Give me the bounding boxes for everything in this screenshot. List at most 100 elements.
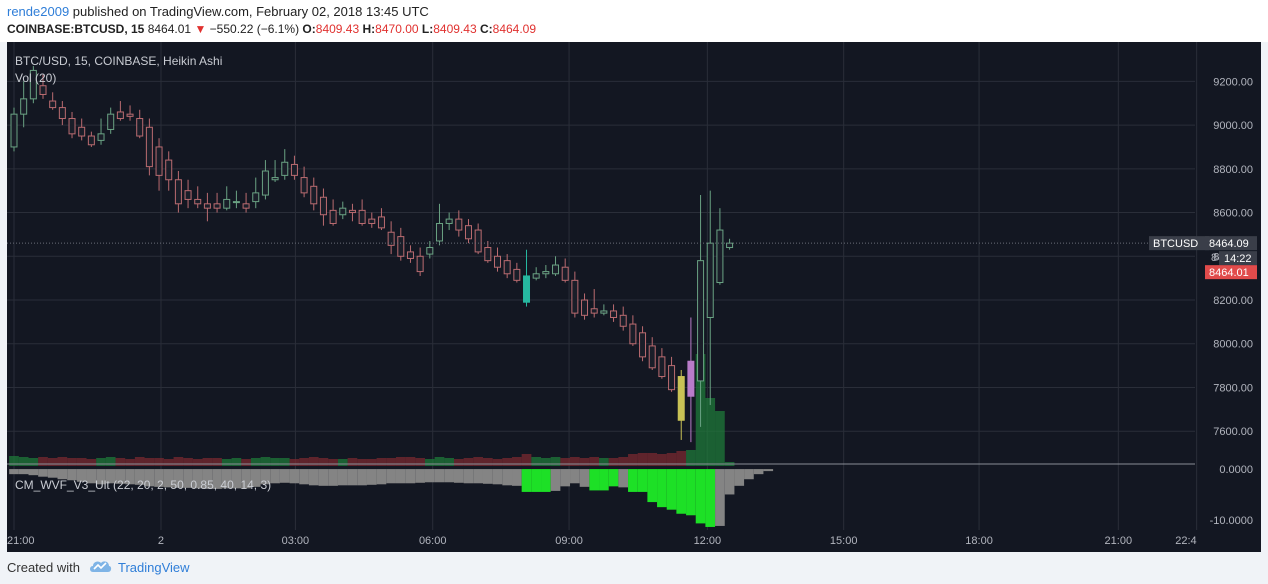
candle-body — [523, 275, 531, 303]
candle-body — [165, 159, 173, 181]
volume-bar — [473, 457, 483, 466]
candle-body — [358, 209, 366, 224]
candle-body — [590, 308, 598, 314]
candle-body — [513, 268, 521, 281]
candle-body — [445, 218, 453, 224]
candle-body — [97, 133, 105, 141]
wvf-bar — [57, 469, 68, 480]
candle-body — [39, 85, 47, 95]
wvf-bar — [86, 469, 97, 484]
volume-bar — [676, 451, 687, 466]
candle-body — [232, 201, 240, 204]
volume-bar — [705, 398, 716, 466]
wvf-bar — [608, 469, 619, 487]
high-label: H: — [362, 22, 376, 36]
volume-bar — [560, 458, 571, 466]
wvf-bar — [270, 469, 280, 484]
volume-bar — [366, 459, 377, 466]
wvf-bar — [531, 469, 542, 492]
author-link[interactable]: rende2009 — [7, 4, 70, 19]
candle-body — [639, 332, 647, 358]
chart-canvas[interactable]: 9200.009000.008800.008600.008400.008200.… — [7, 42, 1261, 552]
candle-body — [455, 218, 463, 231]
candle-body — [223, 198, 231, 209]
wvf-bar — [183, 469, 193, 488]
volume-bar — [76, 458, 87, 466]
change-value: −550.22 (−6.1%) — [209, 22, 300, 36]
candle-body — [126, 113, 134, 117]
wvf-bar — [686, 469, 696, 516]
candle-body — [116, 111, 124, 120]
chart-title: BTC/USD, 15, COINBASE, Heikin Ashi — [15, 54, 222, 68]
volume-bar — [347, 458, 358, 466]
volume-bar — [38, 457, 48, 466]
wvf-bar — [579, 469, 590, 487]
volume-bar — [279, 458, 290, 466]
volume-bar — [337, 459, 348, 466]
volume-bar — [570, 457, 580, 466]
time-tick-label: 21:00 — [1105, 535, 1133, 547]
wvf-bar — [734, 469, 745, 486]
wvf-bar — [289, 469, 300, 484]
volume-bar — [541, 458, 551, 466]
wvf-bar — [38, 469, 48, 477]
candle-body — [464, 225, 472, 240]
candle-body — [290, 163, 298, 176]
candle-body — [416, 255, 424, 273]
current-price-label: 8464.09 — [1209, 238, 1249, 250]
tradingview-cloud-icon[interactable] — [88, 558, 112, 574]
volume-bar — [657, 454, 667, 466]
wvf-bar — [512, 469, 522, 486]
volume-bar — [18, 457, 29, 466]
volume-bar — [357, 459, 367, 466]
volume-bar — [250, 458, 261, 466]
wvf-bar — [570, 469, 580, 484]
volume-bar — [424, 459, 435, 466]
wvf-bar — [192, 469, 203, 489]
time-tick-label: 09:00 — [555, 535, 583, 547]
price-tick-label: 8800.00 — [1213, 164, 1253, 176]
candle-body — [387, 231, 395, 246]
candle-body — [213, 203, 221, 209]
ohlc-line: COINBASE:BTCUSD, 15 8464.01 ▼ −550.22 (−… — [7, 22, 536, 36]
volume-bar — [47, 458, 58, 466]
volume-bar — [212, 458, 222, 466]
price-tick-label: 9200.00 — [1213, 76, 1253, 88]
volume-bar — [492, 459, 503, 466]
wvf-bar — [395, 469, 406, 484]
tradingview-link[interactable]: TradingView — [118, 560, 190, 575]
volume-bar — [386, 458, 396, 466]
wvf-bar — [376, 469, 387, 485]
candle-body — [542, 271, 550, 275]
wvf-bar — [279, 469, 290, 483]
price-tick-label: 9000.00 — [1213, 120, 1253, 132]
wvf-bar — [299, 469, 309, 485]
candle-body — [300, 177, 308, 194]
price-axis-background — [1195, 42, 1261, 530]
volume-bar — [231, 458, 242, 466]
candle-body — [619, 314, 627, 327]
wvf-bar — [715, 469, 725, 526]
volume-bar — [715, 411, 725, 466]
candle-body — [155, 146, 163, 176]
candle-body — [310, 185, 318, 205]
volume-bar — [86, 459, 97, 466]
plot-background — [7, 42, 1195, 530]
wvf-bar — [434, 469, 445, 483]
volume-bar — [579, 458, 590, 466]
volume-bar — [154, 458, 164, 466]
wvf-bar — [105, 469, 116, 484]
wvf-bar — [560, 469, 571, 487]
candle-body — [397, 236, 405, 257]
candle-body — [252, 192, 260, 203]
created-with-text: Created with — [7, 560, 80, 575]
wvf-bar — [415, 469, 425, 483]
wvf-bar — [695, 469, 706, 524]
wvf-series — [9, 469, 774, 527]
candle-body — [474, 229, 482, 253]
wvf-bar — [724, 469, 735, 495]
wvf-bar — [231, 469, 242, 489]
volume-bar — [444, 458, 454, 466]
wvf-bar — [676, 469, 687, 514]
